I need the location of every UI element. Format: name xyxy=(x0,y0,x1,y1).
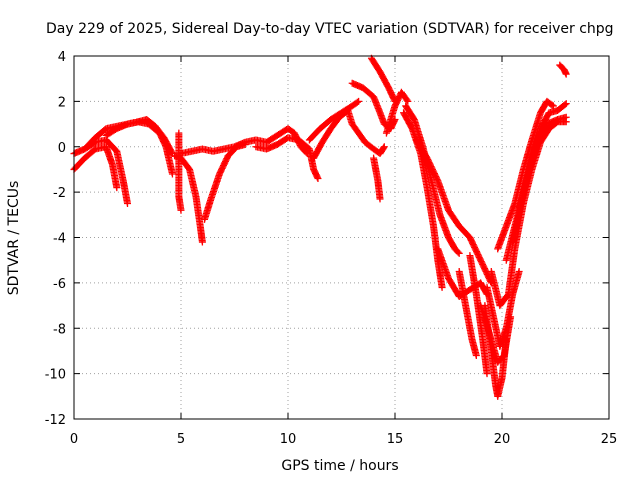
y-tick-label: -10 xyxy=(45,368,66,383)
data-point xyxy=(314,175,322,183)
series-trace-11 xyxy=(310,106,388,162)
x-tick-label: 15 xyxy=(387,432,404,447)
data-point xyxy=(177,206,185,214)
series-trace-30 xyxy=(556,61,570,78)
y-tick-label: 4 xyxy=(58,50,66,65)
data-point xyxy=(454,248,462,256)
series-trace-5 xyxy=(175,129,185,214)
series-trace-15 xyxy=(382,88,412,137)
series-trace-23 xyxy=(483,268,523,350)
series-trace-18 xyxy=(412,136,495,287)
series-trace-4 xyxy=(102,116,176,158)
data-point xyxy=(168,148,176,156)
series-trace-29 xyxy=(519,118,570,207)
data-point xyxy=(113,184,121,192)
data-point xyxy=(562,70,570,78)
data-point xyxy=(380,144,388,152)
data-point xyxy=(124,199,131,207)
x-tick-label: 10 xyxy=(280,432,297,447)
data-point xyxy=(515,268,523,276)
data-point xyxy=(548,101,556,109)
chart-title: Day 229 of 2025, Sidereal Day-to-day VTE… xyxy=(46,21,614,37)
data-point xyxy=(483,370,491,378)
y-tick-label: -2 xyxy=(53,186,66,201)
x-tick-label: 0 xyxy=(70,432,78,447)
y-tick-label: -4 xyxy=(53,232,66,247)
data-point xyxy=(507,313,515,321)
x-axis-label: GPS time / hours xyxy=(281,458,398,474)
data-point xyxy=(403,96,411,104)
x-tick-label: 20 xyxy=(494,432,511,447)
series-trace-26 xyxy=(494,97,557,253)
x-tick-label: 5 xyxy=(177,432,185,447)
y-tick-label: -8 xyxy=(53,322,66,337)
series-trace-6 xyxy=(171,152,206,246)
y-tick-label: 0 xyxy=(58,141,66,156)
y-tick-label: -6 xyxy=(53,277,66,292)
y-tick-label: 2 xyxy=(58,95,66,110)
data-points xyxy=(70,54,570,400)
series-trace-2 xyxy=(70,136,131,207)
series-trace-25 xyxy=(477,302,515,366)
data-point xyxy=(380,143,388,151)
data-point xyxy=(562,100,570,108)
series-trace-1 xyxy=(70,143,121,192)
data-point xyxy=(438,283,446,291)
data-point xyxy=(355,97,363,105)
data-point xyxy=(353,98,361,106)
data-point xyxy=(455,249,463,257)
series-trace-14 xyxy=(370,154,384,203)
data-point xyxy=(404,97,412,105)
data-point xyxy=(562,118,570,126)
ticks: 0 5 10 15 20 25 -12 -10 -8 -6 -4 -2 0 2 4 xyxy=(45,50,618,447)
data-point xyxy=(376,195,384,203)
series-trace-20 xyxy=(455,268,480,359)
data-point xyxy=(472,351,480,359)
y-axis-label: SDTVAR / TECUs xyxy=(6,181,22,296)
data-point xyxy=(198,238,206,246)
x-tick-label: 25 xyxy=(601,432,618,447)
plot-frame xyxy=(73,55,610,420)
data-point xyxy=(168,170,176,178)
y-tick-label: -12 xyxy=(45,413,66,428)
data-point xyxy=(561,101,569,109)
